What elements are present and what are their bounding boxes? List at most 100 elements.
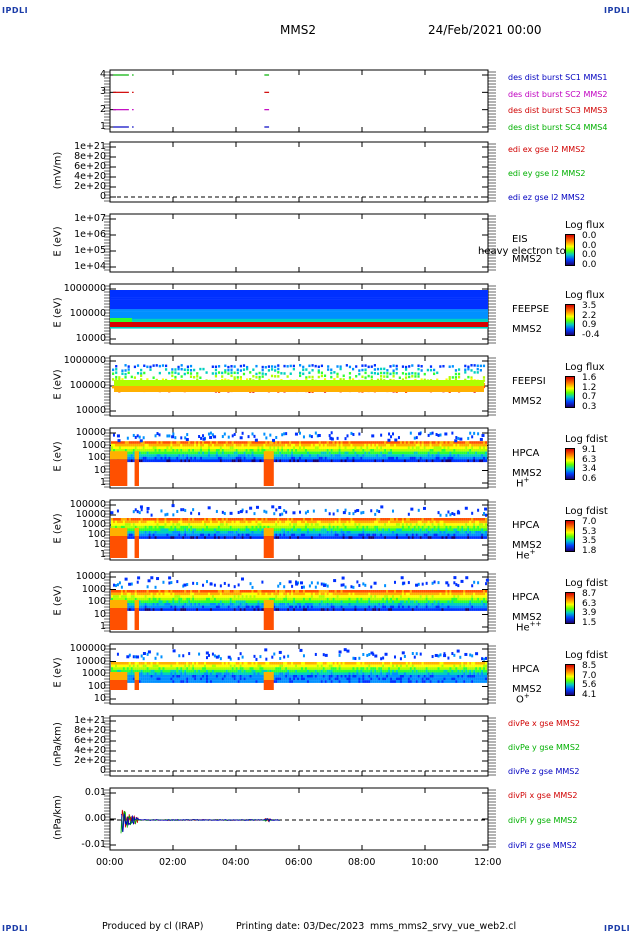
spectro-pixel [378,441,381,444]
spectro-pixel [275,525,278,529]
spectro-pixel [209,528,213,532]
spectro-pixel [445,518,448,521]
spectro-pixel [241,528,244,532]
spectro-pixel [455,531,458,534]
spectro-pixel [362,446,365,450]
spectro-pixel [393,520,397,524]
spectro-pixel [334,531,337,534]
spectro-pixel [180,523,183,526]
spectro-pixel [390,531,393,534]
spectro-pixel [166,595,169,598]
spectro-pixel [367,365,370,369]
spectro-pixel [300,443,304,447]
spectro-pixel [114,520,118,524]
spectro-pixel [322,518,325,521]
spectro-pixel [459,520,462,524]
spectro-pixel [291,518,294,521]
spectro-pixel [302,368,305,372]
spectro-pixel [320,451,323,455]
spectro-pixel [443,443,446,447]
spectro-pixel [219,454,222,457]
spectro-pixel [427,433,430,437]
spectro-pixel [378,533,381,537]
spectro-pixel [455,533,458,537]
spectro-pixel [293,536,296,539]
spectro-pixel [471,536,474,539]
spectro-pixel [358,528,361,532]
spectro-pixel [485,523,488,526]
spectro-pixel [207,597,211,601]
spectro-pixel [388,449,391,452]
spectro-pixel [150,525,153,529]
spectro-pixel [184,528,187,532]
spectro-pixel [130,600,133,604]
spectro-pixel [245,595,248,598]
spectro-pixel [205,536,209,539]
spectro-pixel [451,525,454,529]
spectro-pixel [180,528,183,532]
spectro-pixel [393,454,397,457]
spectro-pixel [397,520,401,524]
spectro-pixel [172,449,175,452]
spectro-pixel [461,449,464,452]
spectro-pixel [231,441,234,444]
spectro-pixel [198,536,201,539]
spectro-pixel [247,595,250,598]
spectro-pixel [384,454,387,457]
spectro-pixel [352,523,355,526]
spectro-pixel [409,441,412,444]
spectro-pixel [161,378,165,381]
spectro-pixel [306,536,310,539]
spectro-pixel [192,608,195,611]
spectro-pixel [382,454,385,457]
spectro-pixel [227,456,230,460]
spectro-pixel [255,523,258,526]
spectro-pixel [435,533,438,537]
spectro-pixel [454,376,458,379]
spectro-pixel [198,449,201,452]
spectro-pixel [409,454,412,457]
spectro-pixel [415,451,418,455]
spectro-pixel [257,459,260,463]
spectro-pixel [473,533,476,537]
spectro-pixel [395,364,398,368]
spectro-pixel [156,456,159,460]
spectro-pixel [328,518,331,521]
spectro-pixel [342,518,345,521]
spectro-pixel [198,443,201,447]
spectro-pixel [259,531,262,534]
spectro-pixel [425,520,428,524]
spectro-pixel [423,525,426,529]
spectro-pixel [302,528,306,532]
spectro-pixel [291,446,294,450]
spectro-pixel [429,533,432,537]
corner-label-bl: IPDLI [2,924,29,933]
spectro-pixel [186,523,189,526]
spectro-pixel [299,518,302,521]
spectro-pixel [413,523,416,526]
spectro-pixel [289,528,292,532]
spectro-pixel [184,592,187,596]
spectro-pixel [152,523,155,526]
spectro-pixel [403,454,406,457]
spectro-pixel [198,605,201,609]
spectro-pixel [237,592,240,596]
spectro-pixel [297,443,300,447]
spectro-pixel [358,446,361,450]
spectro-pixel [405,443,408,447]
spectro-pixel [318,456,321,460]
spectro-pixel [421,533,424,537]
spectro-pixel [205,451,209,455]
spectro-pixel [138,592,141,596]
spectro-pixel [115,368,118,371]
spectro-pixel [338,520,341,524]
spectro-pixel [140,608,143,611]
spectro-pixel [116,525,120,529]
spectro-pixel [322,451,325,455]
spectro-pixel [122,523,125,526]
spectro-pixel [178,608,181,611]
spectro-pixel [326,518,329,521]
spectro-pixel [162,592,165,596]
spectro-pixel [295,456,298,460]
spectro-pixel [300,523,304,526]
